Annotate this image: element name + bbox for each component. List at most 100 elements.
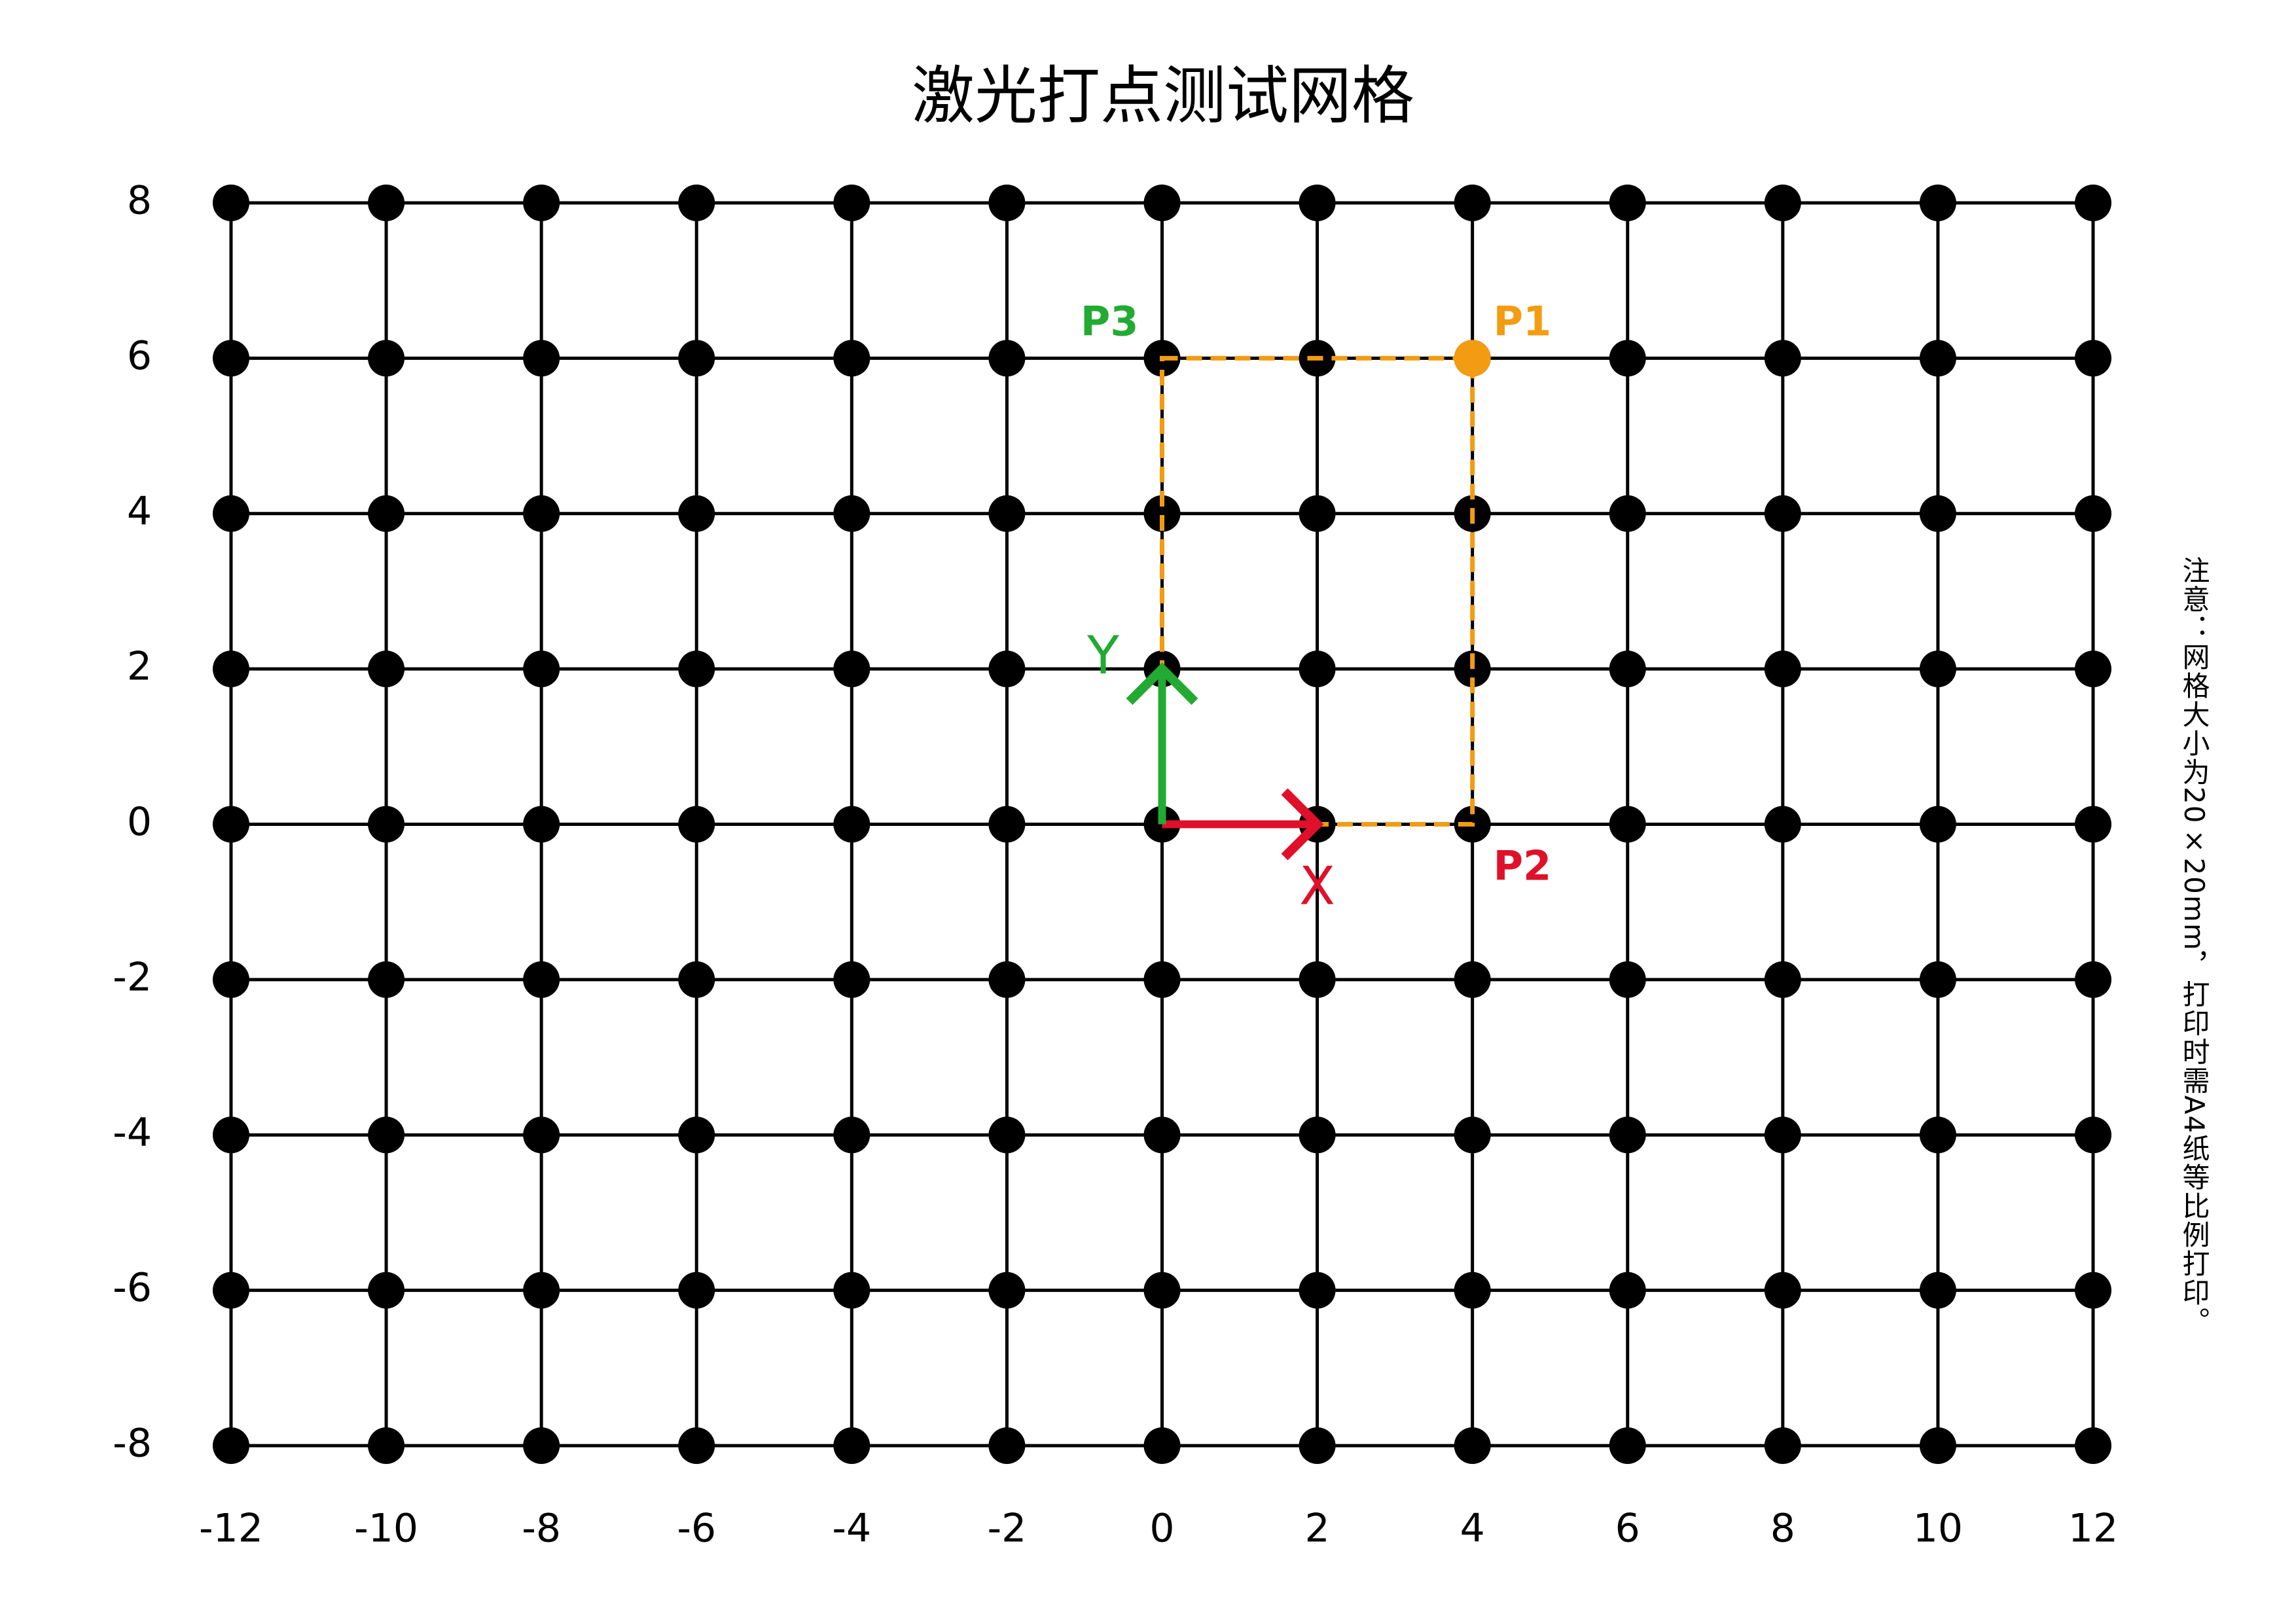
grid-dot [213,495,249,532]
chart-title: 激光打点测试网格 [912,59,1414,132]
point-label: P1 [1494,297,1552,345]
grid-dot [678,806,715,843]
arrow-label: X [1299,855,1335,916]
grid-dot [1919,961,1956,998]
grid-dot [833,1272,870,1309]
grid-dot [988,1272,1026,1309]
x-tick-label: 12 [2068,1506,2118,1552]
grid-dot [2075,1427,2111,1464]
grid-dot [523,185,560,221]
grid-dot [1454,1427,1491,1464]
grid-dot [368,495,405,532]
grid-dot [1919,651,1956,688]
grid-dot [678,495,715,532]
grid-dot [1919,1116,1956,1154]
grid-dot [1609,961,1646,998]
grid-dot [523,340,560,377]
x-tick-label: 2 [1304,1506,1329,1552]
grid-dot [2075,961,2111,998]
x-tick-label: -4 [832,1506,871,1552]
grid-dot [1609,651,1646,688]
grid-dot [1764,340,1801,377]
grid-dot [1299,1427,1336,1464]
grid-dot [1764,1272,1801,1309]
grid-dot [1454,1116,1491,1154]
grid-dot [833,651,870,688]
grid-dot [833,806,870,843]
grid-dot [988,651,1026,688]
grid-dot [833,1427,870,1464]
grid-dot [213,651,249,688]
grid-dot [368,1116,405,1154]
grid-dot [1764,961,1801,998]
grid-dot [833,185,870,221]
grid-dot [1609,1116,1646,1154]
grid-dot [1143,495,1181,532]
grid-dot [988,806,1026,843]
grid-dot [678,1116,715,1154]
grid-dot [1609,495,1646,532]
x-tick-label: 8 [1770,1506,1795,1552]
grid-dot [1764,651,1801,688]
arrow-head [1281,788,1324,861]
x-tick-label: -6 [677,1506,716,1552]
grid-dot [1764,1116,1801,1154]
grid-dot [1764,1427,1801,1464]
grid-dot [1299,961,1336,998]
grid-dot [678,651,715,688]
grid-dot [523,1116,560,1154]
y-tick-label: -2 [113,954,152,1000]
grid-dot [523,1427,560,1464]
grid-dot [213,185,249,221]
y-tick-label: 0 [127,799,152,845]
grid-dot [368,651,405,688]
y-tick-label: 8 [127,178,152,224]
grid-dot [678,1272,715,1309]
grid-dot [1919,185,1956,221]
grid-dot [523,1272,560,1309]
grid-dot [1299,185,1336,221]
grid-dot [368,340,405,377]
x-tick-label: -10 [354,1506,418,1552]
grid-dot [1299,1272,1336,1309]
grid-dot [1143,1427,1181,1464]
grid-dot [1143,961,1181,998]
grid-dot [2075,495,2111,532]
grid-dot [833,340,870,377]
grid-dot [213,961,249,998]
arrow-head [1126,662,1198,705]
y-tick-label: -4 [113,1110,152,1156]
grid-dot [368,1427,405,1464]
grid-dot [1143,185,1181,221]
grid-dot [678,340,715,377]
grid-dot [1454,1272,1491,1309]
grid-dot [2075,806,2111,843]
grid-dot [1919,1272,1956,1309]
x-tick-label: 0 [1149,1506,1174,1552]
grid-dot [833,495,870,532]
grid-dot [368,1272,405,1309]
grid-dot [1764,806,1801,843]
y-tick-label: 2 [127,644,152,690]
grid-dot [833,961,870,998]
x-tick-label: -12 [199,1506,263,1552]
grid-dot [523,961,560,998]
grid-dot [1143,1116,1181,1154]
point-label: P2 [1494,842,1552,890]
grid-dot [523,495,560,532]
grid-dot [213,1427,249,1464]
grid-dot [1454,961,1491,998]
grid-dot [1299,1116,1336,1154]
grid-dot [213,1116,249,1154]
grid-dot [213,1272,249,1309]
x-tick-label: -8 [522,1506,561,1552]
grid-dot [523,806,560,843]
grid-dot [368,806,405,843]
y-tick-label: -6 [113,1265,152,1311]
grid-dot [678,185,715,221]
grid-dot [1143,1272,1181,1309]
point-label: P3 [1081,297,1139,345]
grid-dot [678,1427,715,1464]
grid-dot [988,495,1026,532]
